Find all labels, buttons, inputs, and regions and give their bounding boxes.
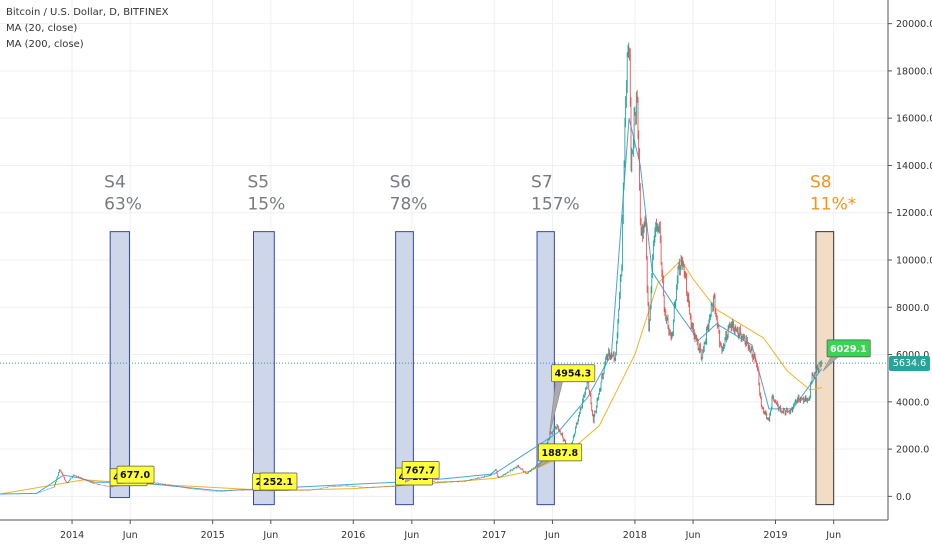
price-axis-labels: 0.0 2000.0 4000.0 6000.0 8000.0 10000.0 12000.… (888, 19, 932, 503)
time-tick-label: Jun (685, 530, 701, 541)
callout-label: 252.1 (263, 477, 293, 488)
time-tick-label: 2016 (341, 530, 365, 541)
callout-box (538, 443, 583, 462)
callout-box (259, 472, 298, 491)
season-name-s6: S6 (390, 173, 412, 193)
callout-box (551, 364, 596, 383)
time-tick-label: Jun (544, 530, 560, 541)
price-tick-label: 16000.0 (896, 114, 932, 125)
price-tick-label: 10000.0 (896, 256, 932, 267)
price-tick-label: 2000.0 (896, 445, 929, 456)
season-pct-s7: 157% (531, 195, 580, 215)
time-axis-labels: 2014 Jun 2015 Jun 2016 Jun 2017 Jun 2018 Jun 2019 J… (60, 520, 841, 541)
season-name-s5: S5 (247, 173, 269, 193)
grid-lines (0, 0, 888, 520)
season-pct-s5: 15% (247, 195, 285, 215)
season-pct-s8: 11%* (810, 195, 856, 215)
season-name-s4: S4 (104, 173, 126, 193)
price-tick-label: 0.0 (896, 492, 911, 503)
price-tick-label: 4000.0 (896, 397, 929, 408)
callout-box (826, 339, 871, 358)
callout-label: 4954.3 (555, 369, 592, 380)
time-tick-label: 2018 (623, 530, 647, 541)
ma200-line (0, 259, 822, 495)
season-box-s6 (395, 231, 414, 506)
season-name-s8: S8 (810, 173, 832, 193)
time-tick-label: 2019 (763, 530, 787, 541)
season-box-s4 (109, 231, 130, 499)
season-pct-s4: 63% (104, 195, 142, 215)
current-price-label: 5634.6 (889, 356, 930, 372)
callout-label: 767.7 (405, 465, 435, 476)
price-callouts: 418.9677.0219.6252.1431.2767.71887.84954… (109, 339, 871, 492)
time-tick-label: Jun (122, 530, 138, 541)
time-tick-label: Jun (825, 530, 841, 541)
callout-label: 677.0 (120, 470, 150, 481)
price-tick-label: 20000.0 (896, 19, 932, 30)
price-tick-label: 6000.0 (896, 350, 929, 361)
ma20-line (0, 118, 823, 495)
time-tick-label: Jun (262, 530, 278, 541)
legend-symbol[interactable]: Bitcoin / U.S. Dollar, D, BITFINEX (6, 7, 169, 18)
legend-ma20[interactable]: MA (20, close) (6, 23, 78, 34)
season-name-s7: S7 (531, 173, 553, 193)
price-tick-label: 14000.0 (896, 161, 932, 172)
season-pct-s6: 78% (390, 195, 428, 215)
time-tick-label: 2014 (60, 530, 84, 541)
time-tick-label: 2017 (482, 530, 506, 541)
chart-legend: Bitcoin / U.S. Dollar, D, BITFINEX MA (2… (6, 5, 169, 53)
time-tick-label: 2015 (201, 530, 225, 541)
callout-label: 1887.8 (542, 448, 579, 459)
callout-box (401, 461, 440, 479)
legend-ma200[interactable]: MA (200, close) (6, 39, 84, 50)
price-tick-label: 18000.0 (896, 66, 932, 77)
time-axis-background (0, 520, 932, 550)
price-tick-label: 12000.0 (896, 208, 932, 219)
season-box-s5 (252, 231, 275, 506)
price-axis-background (888, 0, 932, 550)
callout-label: 6029.1 (830, 344, 867, 355)
callout-box (116, 465, 155, 484)
price-tick-label: 8000.0 (896, 303, 929, 314)
time-tick-label: Jun (403, 530, 419, 541)
